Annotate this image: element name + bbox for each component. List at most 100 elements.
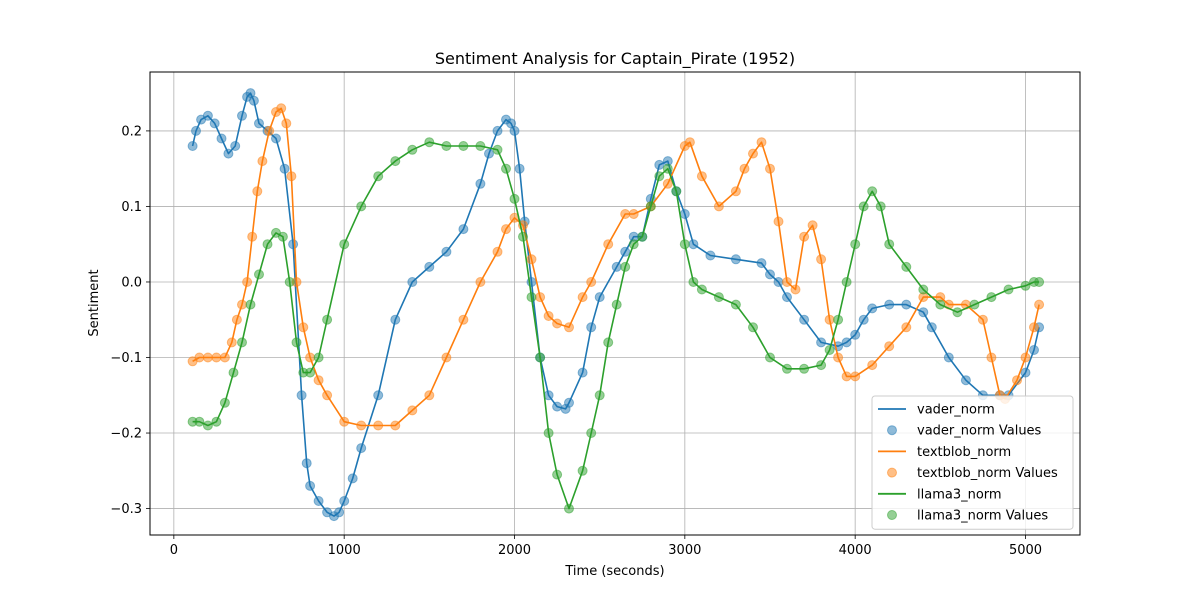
legend-marker-swatch (887, 467, 897, 478)
llama3_norm-point (901, 261, 912, 272)
vader_norm-point (187, 141, 198, 151)
textblob_norm-point (226, 337, 237, 348)
vader_norm-point (237, 110, 247, 121)
textblob_norm-point (237, 299, 247, 310)
vader_norm-point (705, 250, 716, 261)
vader_norm-point (594, 292, 605, 303)
textblob_norm-point (816, 254, 827, 265)
vader_norm-point (334, 507, 345, 518)
vader_norm-point (279, 163, 290, 174)
llama3_norm-point (577, 465, 588, 476)
textblob_norm-point (202, 352, 213, 363)
llama3_norm-point (611, 299, 622, 310)
vader_norm-point (407, 277, 418, 287)
llama3_norm-point (875, 201, 886, 212)
llama3_norm-point (688, 277, 699, 287)
vader_norm-point (492, 125, 503, 136)
x-tick-label: 3000 (668, 543, 701, 558)
vader_norm-point (586, 322, 597, 333)
llama3_norm-point (850, 239, 861, 250)
y-tick-label: 0.1 (121, 200, 142, 215)
llama3_norm-point (543, 428, 554, 438)
llama3_norm-point (509, 193, 520, 204)
x-tick-label: 1000 (328, 543, 361, 558)
llama3_norm-point (594, 390, 605, 401)
textblob_norm-point (730, 186, 741, 197)
llama3_norm-point (237, 337, 247, 348)
llama3_norm-point (535, 352, 546, 363)
llama3_norm-point (277, 231, 288, 242)
textblob_norm-point (1034, 299, 1045, 310)
llama3_norm-point (620, 261, 631, 272)
textblob_norm-point (264, 125, 275, 136)
y-tick-label: 0.0 (121, 275, 142, 290)
llama3_norm-point (867, 186, 878, 197)
textblob_norm-point (339, 416, 350, 427)
vader_norm-point (858, 314, 869, 325)
vader_norm-point (943, 352, 954, 363)
vader_norm-point (782, 292, 792, 303)
vader_norm-point (390, 314, 401, 325)
llama3_norm-point (526, 292, 537, 303)
llama3_norm-point (1034, 277, 1045, 287)
llama3_norm-point (730, 299, 741, 310)
llama3_norm-point (407, 144, 418, 155)
textblob_norm-point (977, 314, 988, 325)
llama3_norm-point (824, 345, 835, 355)
vader_norm-point (209, 118, 220, 129)
textblob_norm-point (458, 314, 469, 325)
textblob_norm-point (833, 352, 844, 363)
llama3_norm-point (782, 363, 792, 374)
y-tick-label: 0.2 (121, 124, 142, 139)
vader_norm-point (254, 118, 264, 129)
textblob_norm-point (739, 163, 750, 174)
vader_norm-point (296, 390, 307, 401)
textblob_norm-point (492, 246, 503, 257)
textblob_norm-point (799, 231, 810, 242)
textblob_norm-point (756, 137, 767, 148)
textblob_norm-point (684, 137, 695, 148)
llama3_norm-point (918, 284, 929, 295)
vader_norm-point (271, 133, 281, 144)
llama3_norm-point (833, 314, 844, 325)
llama3_norm-point (194, 416, 205, 427)
textblob_norm-point (257, 156, 268, 167)
llama3_norm-point (458, 141, 469, 151)
vader_norm-point (514, 163, 525, 174)
vader_norm-point (564, 397, 574, 408)
legend-marker-swatch (887, 425, 897, 436)
vader_norm-point (867, 303, 878, 314)
textblob_norm-point (901, 322, 912, 333)
textblob_norm-point (252, 186, 263, 197)
llama3_norm-point (202, 420, 213, 431)
textblob_norm-point (807, 220, 818, 231)
vader_norm-point (816, 337, 827, 348)
llama3_norm-point (679, 239, 690, 250)
llama3_norm-point (628, 239, 639, 250)
llama3_norm-point (696, 284, 707, 295)
vader_norm-point (191, 125, 201, 136)
textblob_norm-point (603, 239, 614, 250)
llama3_norm-point (645, 201, 656, 212)
legend-label: vader_norm Values (917, 424, 1042, 439)
textblob_norm-point (867, 360, 878, 371)
llama3_norm-point (748, 322, 758, 333)
vader_norm-point (688, 239, 699, 250)
llama3_norm-point (356, 201, 367, 212)
vader_norm-point (509, 125, 520, 136)
textblob_norm-point (850, 371, 861, 382)
llama3_norm-point (552, 469, 563, 480)
vader_norm-point (654, 159, 665, 170)
textblob_norm-point (543, 311, 554, 321)
llama3_norm-point (935, 299, 946, 310)
llama3_norm-point (475, 141, 486, 151)
llama3_norm-point (816, 360, 827, 371)
textblob_norm-point (662, 178, 673, 189)
vader_norm-point (620, 246, 631, 257)
llama3_norm-point (713, 292, 724, 303)
llama3_norm-point (586, 428, 597, 438)
vader_norm-point (373, 390, 384, 401)
llama3_norm-point (603, 337, 614, 348)
vader_norm-point (901, 299, 912, 310)
